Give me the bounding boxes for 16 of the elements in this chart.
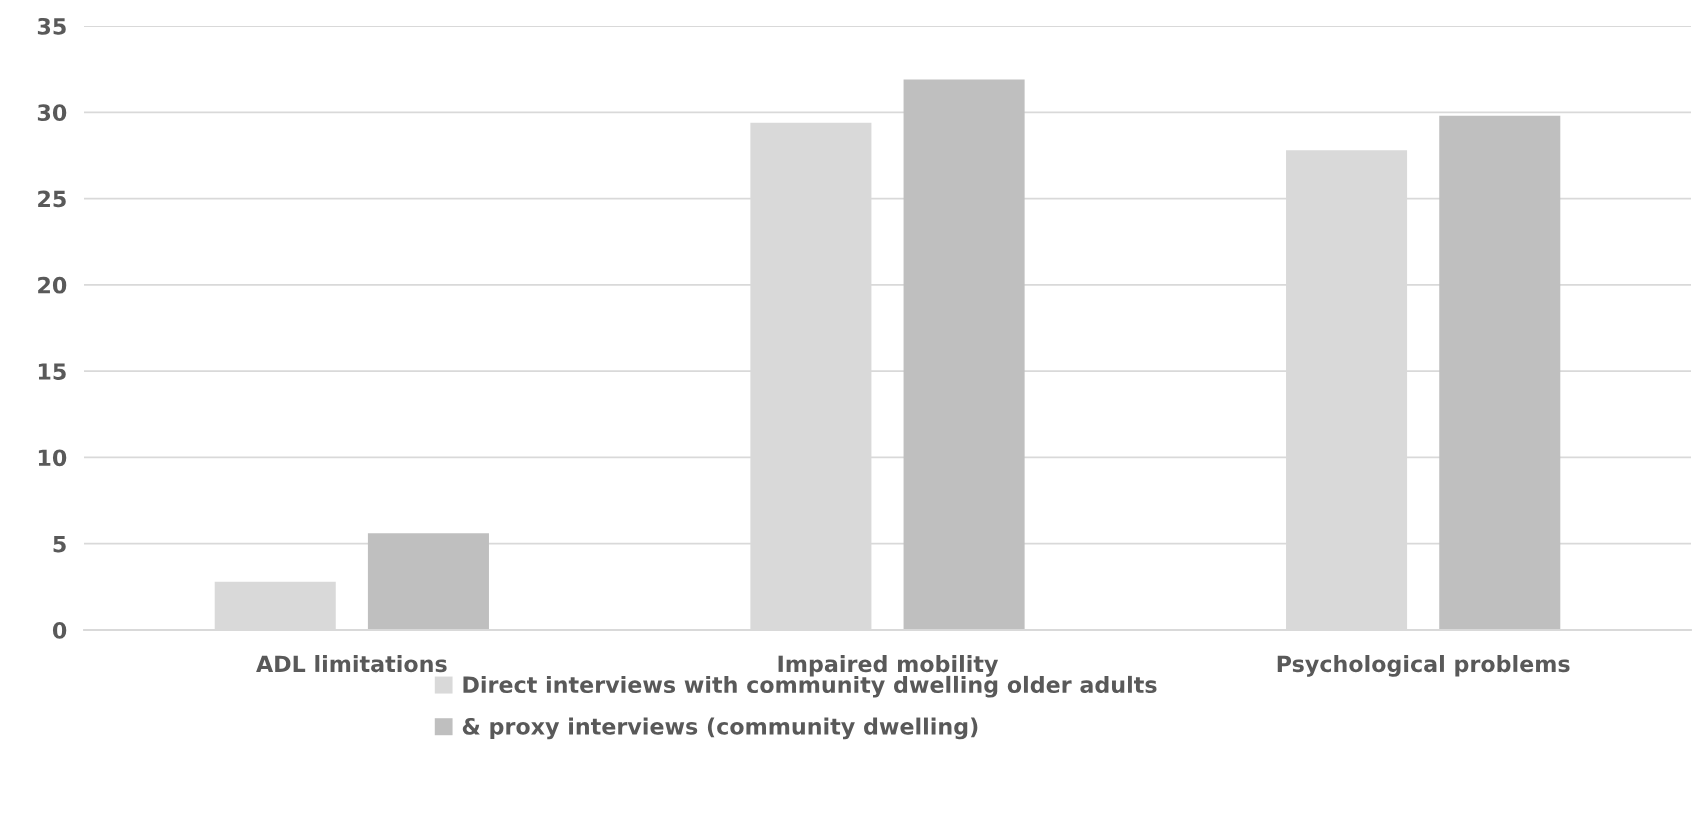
y-tick-label: 0 — [52, 621, 67, 639]
x-tick-label: Impaired mobility — [778, 655, 999, 677]
y-tick-label: 10 — [38, 449, 67, 467]
y-tick-label: 20 — [38, 276, 67, 294]
legend-label: Direct interviews with community dwelling older adults — [463, 675, 1157, 698]
x-tick-label: Psychological problems — [1277, 655, 1570, 677]
y-tick-label: 30 — [37, 104, 67, 122]
y-tick-label: 5 — [53, 535, 66, 553]
x-tick-label: ADL limitations — [256, 655, 447, 673]
legend-label: & proxy interviews (community dwelling) — [462, 717, 978, 740]
y-tick-label: 25 — [38, 190, 66, 208]
bar — [1439, 115, 1561, 630]
bar — [367, 533, 489, 630]
bar — [903, 79, 1025, 630]
y-tick-label: 15 — [38, 363, 66, 380]
y-tick-label: 35 — [37, 17, 66, 35]
